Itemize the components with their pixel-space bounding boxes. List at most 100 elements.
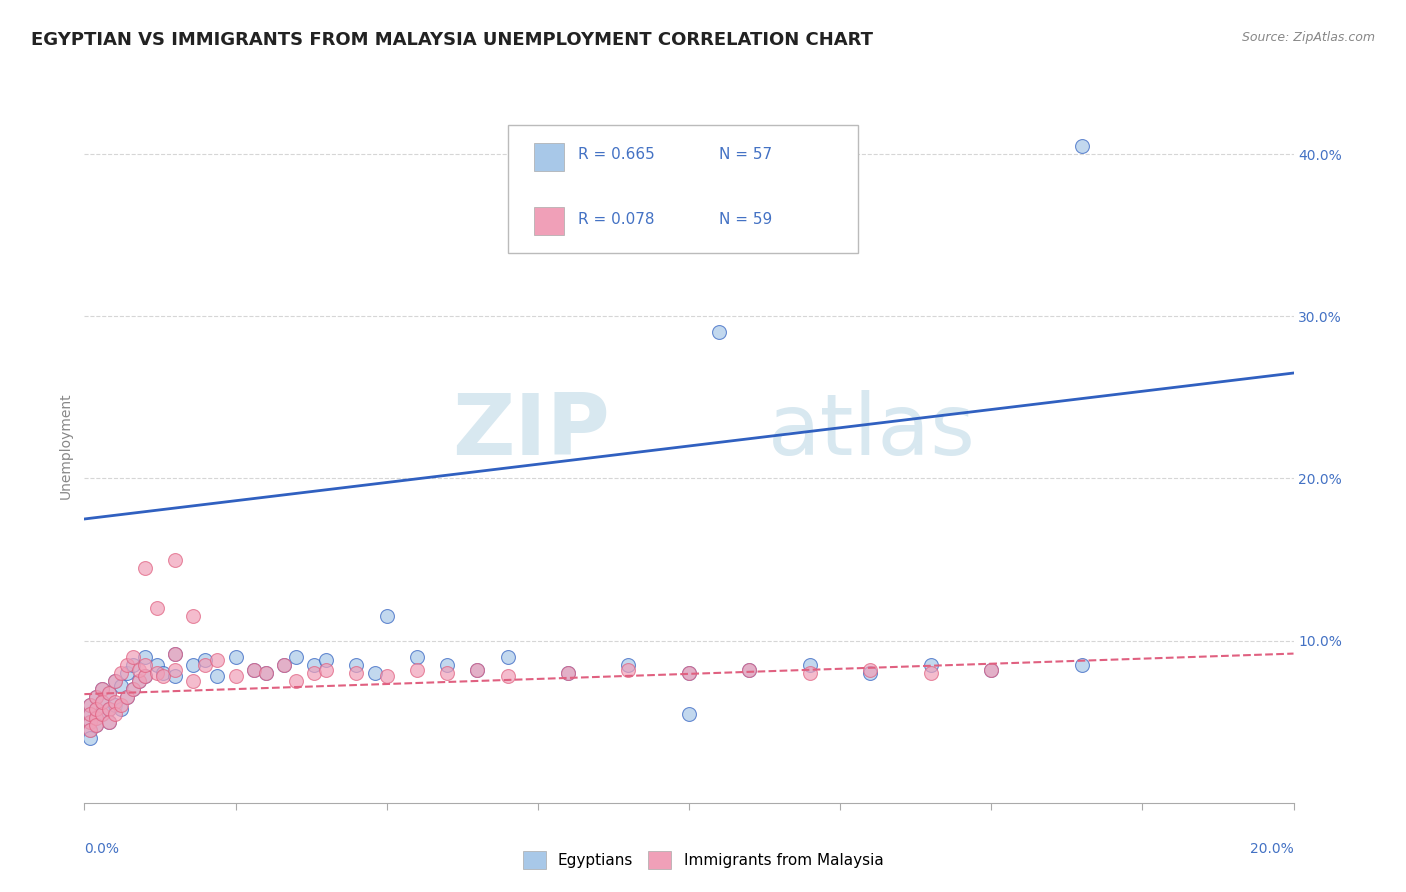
Point <box>678 666 700 681</box>
Point <box>79 723 101 737</box>
Point <box>273 657 295 672</box>
Point <box>859 663 882 677</box>
Point <box>146 601 169 615</box>
Point <box>128 674 150 689</box>
Text: Source: ZipAtlas.com: Source: ZipAtlas.com <box>1241 31 1375 45</box>
Point <box>302 666 325 681</box>
Point <box>799 657 821 672</box>
Point <box>146 666 169 681</box>
Point <box>678 706 700 721</box>
Point <box>225 649 247 664</box>
Point <box>181 609 204 624</box>
Text: N = 59: N = 59 <box>720 211 772 227</box>
Point <box>91 695 114 709</box>
Point <box>115 690 138 705</box>
Point <box>115 657 138 672</box>
Point <box>91 706 114 721</box>
Point <box>165 647 187 661</box>
Point <box>617 657 640 672</box>
FancyBboxPatch shape <box>508 125 858 253</box>
Point <box>207 669 229 683</box>
Point <box>194 657 217 672</box>
Point <box>363 666 385 681</box>
Point <box>165 663 187 677</box>
Text: R = 0.078: R = 0.078 <box>578 211 654 227</box>
Point <box>920 657 942 672</box>
Point <box>1071 139 1094 153</box>
Point <box>207 653 229 667</box>
Point <box>79 698 101 713</box>
Point <box>134 649 156 664</box>
Point <box>97 702 120 716</box>
Point <box>86 711 108 725</box>
Point <box>346 657 368 672</box>
Point <box>121 657 143 672</box>
Point <box>375 669 398 683</box>
Point <box>110 666 132 681</box>
Point <box>128 674 150 689</box>
Point <box>134 669 156 683</box>
Point <box>91 706 114 721</box>
Point <box>194 653 217 667</box>
Point <box>86 711 108 725</box>
Point <box>181 657 204 672</box>
Point <box>678 666 700 681</box>
Point <box>302 657 325 672</box>
Point <box>617 663 640 677</box>
Point <box>97 714 120 729</box>
Point <box>346 666 368 681</box>
Point <box>79 714 101 729</box>
Text: EGYPTIAN VS IMMIGRANTS FROM MALAYSIA UNEMPLOYMENT CORRELATION CHART: EGYPTIAN VS IMMIGRANTS FROM MALAYSIA UNE… <box>31 31 873 49</box>
FancyBboxPatch shape <box>534 143 564 171</box>
Point <box>980 663 1002 677</box>
Point <box>285 649 308 664</box>
Text: 0.0%: 0.0% <box>84 842 120 856</box>
Point <box>146 657 169 672</box>
Point <box>799 666 821 681</box>
Point <box>91 695 114 709</box>
Point <box>315 663 337 677</box>
Point <box>86 702 108 716</box>
Point <box>134 657 156 672</box>
Point <box>121 649 143 664</box>
Point <box>110 679 132 693</box>
Point <box>980 663 1002 677</box>
Point <box>134 669 156 683</box>
Point <box>97 685 120 699</box>
Point <box>86 690 108 705</box>
Point <box>375 609 398 624</box>
Text: R = 0.665: R = 0.665 <box>578 147 654 162</box>
Point <box>121 682 143 697</box>
Point <box>273 657 295 672</box>
Point <box>436 666 458 681</box>
Text: N = 57: N = 57 <box>720 147 772 162</box>
Point <box>134 560 156 574</box>
Point <box>86 718 108 732</box>
Point <box>86 690 108 705</box>
Point <box>315 653 337 667</box>
Legend: Egyptians, Immigrants from Malaysia: Egyptians, Immigrants from Malaysia <box>516 845 890 875</box>
Point <box>242 663 264 677</box>
Point <box>709 326 731 340</box>
Point <box>557 666 579 681</box>
Point <box>254 666 277 681</box>
Point <box>436 657 458 672</box>
Point <box>738 663 761 677</box>
Point <box>496 649 519 664</box>
Point <box>557 666 579 681</box>
Point <box>467 663 489 677</box>
Point <box>104 706 127 721</box>
Point <box>86 718 108 732</box>
Point <box>165 669 187 683</box>
FancyBboxPatch shape <box>534 207 564 235</box>
Point <box>115 690 138 705</box>
Point <box>285 674 308 689</box>
Point <box>97 685 120 699</box>
Point <box>920 666 942 681</box>
Point <box>110 702 132 716</box>
Point <box>97 714 120 729</box>
Point <box>738 663 761 677</box>
Point <box>152 669 174 683</box>
Point <box>104 674 127 689</box>
Point <box>104 698 127 713</box>
